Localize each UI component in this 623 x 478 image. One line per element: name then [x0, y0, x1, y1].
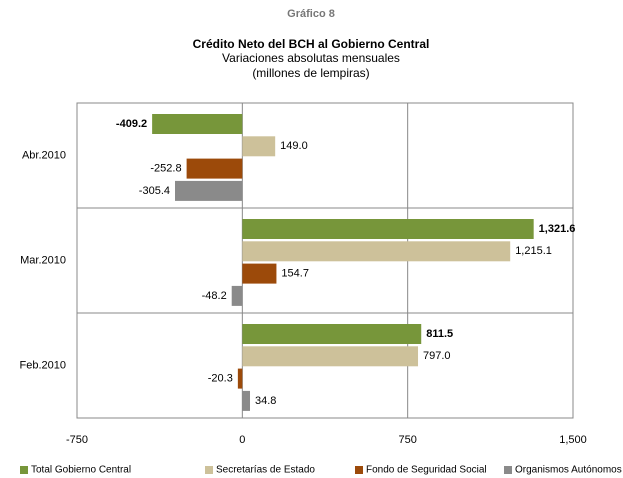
data-label: -305.4	[139, 185, 170, 197]
x-tick-label: 0	[239, 434, 245, 446]
data-label: -48.2	[202, 290, 227, 302]
bar	[242, 324, 422, 344]
legend-swatch	[20, 466, 28, 474]
legend-label: Total Gobierno Central	[31, 465, 131, 476]
data-label: 797.0	[423, 350, 451, 362]
y-tick-label: Abr.2010	[22, 149, 66, 161]
y-tick-label: Feb.2010	[20, 359, 66, 371]
y-tick-label: Mar.2010	[20, 254, 66, 266]
bar	[237, 368, 243, 389]
x-tick-label: -750	[66, 434, 88, 446]
chart-title: Crédito Neto del BCH al Gobierno Central	[193, 37, 430, 51]
legend-label: Secretarías de Estado	[216, 465, 315, 476]
plot-border	[76, 102, 574, 419]
bar	[242, 219, 534, 239]
bar	[242, 263, 277, 284]
data-label: -252.8	[150, 163, 181, 175]
bar	[186, 158, 243, 179]
bar	[242, 346, 419, 367]
legend-swatch	[205, 466, 213, 474]
legend-swatch	[355, 466, 363, 474]
data-label: 149.0	[280, 140, 308, 152]
data-label: 34.8	[255, 395, 276, 407]
data-label: -20.3	[208, 373, 233, 385]
data-label: 1,321.6	[539, 223, 576, 235]
legend-label: Organismos Autónomos	[515, 465, 622, 476]
bar	[242, 136, 276, 157]
bar	[242, 241, 511, 262]
legend-swatch	[504, 466, 512, 474]
subtitle: (millones de lempiras)	[252, 66, 369, 80]
bar	[175, 180, 243, 201]
data-label: 154.7	[281, 268, 309, 280]
subtitle: Variaciones absolutas mensuales	[222, 51, 400, 65]
data-label: 811.5	[426, 328, 453, 340]
bar	[152, 114, 243, 134]
x-tick-label: 1,500	[559, 434, 587, 446]
x-tick-label: 750	[398, 434, 416, 446]
supertitle: Gráfico 8	[287, 8, 335, 20]
data-label: 1,215.1	[515, 245, 552, 257]
legend-label: Fondo de Seguridad Social	[366, 465, 487, 476]
bar	[231, 285, 243, 306]
bar	[242, 390, 251, 411]
data-label: -409.2	[116, 118, 147, 130]
